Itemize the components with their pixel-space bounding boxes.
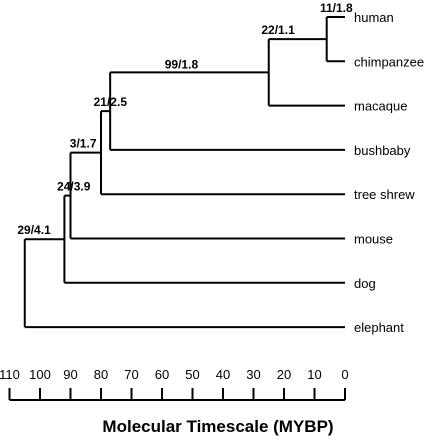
node-support-label: 22/1.1	[261, 23, 295, 37]
axis-tick-label: 10	[307, 367, 321, 382]
taxon-label: mouse	[354, 232, 393, 247]
time-axis: 110 100 90 80 70 60 50 40 30 20 10 0	[0, 367, 349, 401]
axis-tick-label: 90	[63, 367, 77, 382]
axis-tick-label: 70	[124, 367, 138, 382]
axis-tick-label: 30	[246, 367, 260, 382]
node-support-label: 24/3.9	[57, 180, 91, 194]
axis-tick-label: 20	[277, 367, 291, 382]
axis-tick-label: 60	[155, 367, 169, 382]
axis-title: Molecular Timescale (MYBP)	[102, 417, 333, 436]
taxon-label: chimpanzee	[354, 54, 424, 69]
tree-branches	[23, 16, 345, 329]
axis-tick-label: 0	[341, 367, 348, 382]
taxon-label: tree shrew	[354, 187, 415, 202]
node-support-labels: 11/1.8 22/1.1 99/1.8 21/2.5 3/1.7 24/3.9 29/4.…	[17, 1, 353, 237]
axis-tick-label: 110	[0, 367, 20, 382]
node-support-label: 99/1.8	[165, 57, 199, 71]
taxon-label: dog	[354, 276, 376, 291]
taxon-labels: human chimpanzee macaque bushbaby tree shrew…	[354, 10, 424, 335]
taxon-label: bushbaby	[354, 143, 411, 158]
axis-tick-label: 50	[185, 367, 199, 382]
node-support-label: 3/1.7	[70, 137, 97, 151]
axis-tick-label: 100	[29, 367, 51, 382]
axis-tick-label: 40	[216, 367, 230, 382]
node-support-label: 29/4.1	[17, 223, 51, 237]
axis-tick-label: 80	[94, 367, 108, 382]
taxon-label: elephant	[354, 320, 404, 335]
taxon-label: human	[354, 10, 394, 25]
taxon-label: macaque	[354, 99, 407, 114]
node-support-label: 21/2.5	[94, 95, 128, 109]
node-support-label: 11/1.8	[320, 1, 353, 15]
